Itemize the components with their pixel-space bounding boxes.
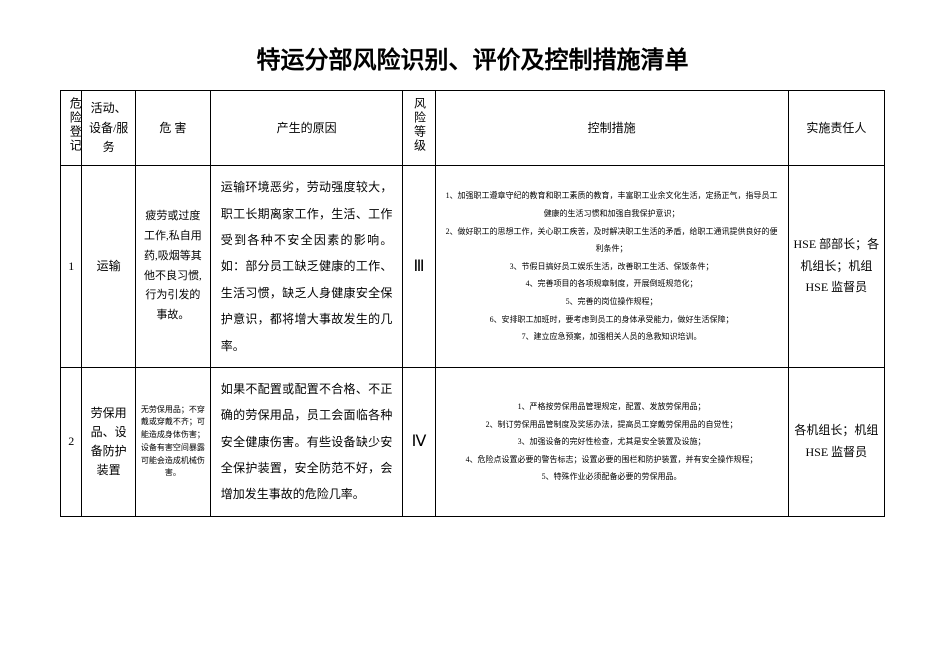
- control-item: 5、完善的岗位操作规程；: [444, 293, 780, 311]
- table-row: 1 运输 疲劳或过度工作,私自用药,吸烟等其他不良习惯,行为引发的事故。 运输环…: [61, 166, 885, 368]
- header-responsible: 实施责任人: [788, 91, 884, 166]
- document-title: 特运分部风险识别、评价及控制措施清单: [60, 40, 885, 75]
- cell-hazard: 无劳保用品；不穿戴或穿戴不齐；可能造成身体伤害；设备有害空间暴露可能会造成机械伤…: [135, 367, 210, 516]
- cell-id: 1: [61, 166, 82, 368]
- header-control: 控制措施: [435, 91, 788, 166]
- header-activity: 活动、设备/服务: [82, 91, 136, 166]
- control-item: 7、建立应急预案，加强相关人员的急救知识培训。: [444, 328, 780, 346]
- header-level: 风险等级: [403, 91, 435, 166]
- cell-control: 1、严格按劳保用品管理规定，配置、发放劳保用品； 2、制订劳保用品管制度及奖惩办…: [435, 367, 788, 516]
- control-item: 4、完善项目的各项规章制度，开展倒班规范化；: [444, 275, 780, 293]
- control-item: 2、制订劳保用品管制度及奖惩办法，提高员工穿戴劳保用品的自觉性；: [444, 416, 780, 434]
- header-row: 危险登记 活动、设备/服务 危 害 产生的原因 风险等级 控制措施 实施责任人: [61, 91, 885, 166]
- cell-responsible: HSE 部部长；各机组长；机组 HSE 监督员: [788, 166, 884, 368]
- header-id: 危险登记: [61, 91, 82, 166]
- cell-activity: 劳保用品、设备防护装置: [82, 367, 136, 516]
- risk-table: 危险登记 活动、设备/服务 危 害 产生的原因 风险等级 控制措施 实施责任人 …: [60, 90, 885, 517]
- control-item: 2、做好职工的思想工作，关心职工疾苦，及时解决职工生活的矛盾，给职工通讯提供良好…: [444, 223, 780, 258]
- control-item: 1、加强职工遵章守纪的教育和职工素质的教育，丰富职工业余文化生活，定扬正气，指导…: [444, 187, 780, 222]
- cell-id: 2: [61, 367, 82, 516]
- cell-cause: 如果不配置或配置不合格、不正确的劳保用品，员工会面临各种安全健康伤害。有些设备缺…: [210, 367, 403, 516]
- cell-responsible: 各机组长；机组 HSE 监督员: [788, 367, 884, 516]
- cell-activity: 运输: [82, 166, 136, 368]
- header-cause: 产生的原因: [210, 91, 403, 166]
- cell-hazard: 疲劳或过度工作,私自用药,吸烟等其他不良习惯,行为引发的事故。: [135, 166, 210, 368]
- control-item: 4、危险点设置必要的警告标志；设置必要的围栏和防护装置，并有安全操作规程；: [444, 451, 780, 469]
- control-item: 5、特殊作业必须配备必要的劳保用品。: [444, 468, 780, 486]
- header-hazard: 危 害: [135, 91, 210, 166]
- control-item: 3、加强设备的完好性检查，尤其是安全装置及设施；: [444, 433, 780, 451]
- control-item: 6、安排职工加班时，要考虑到员工的身体承受能力，做好生活保障；: [444, 311, 780, 329]
- cell-level: Ⅳ: [403, 367, 435, 516]
- cell-control: 1、加强职工遵章守纪的教育和职工素质的教育，丰富职工业余文化生活，定扬正气，指导…: [435, 166, 788, 368]
- control-item: 1、严格按劳保用品管理规定，配置、发放劳保用品；: [444, 398, 780, 416]
- cell-cause: 运输环境恶劣，劳动强度较大，职工长期离家工作，生活、工作受到各种不安全因素的影响…: [210, 166, 403, 368]
- cell-level: Ⅲ: [403, 166, 435, 368]
- table-row: 2 劳保用品、设备防护装置 无劳保用品；不穿戴或穿戴不齐；可能造成身体伤害；设备…: [61, 367, 885, 516]
- control-item: 3、节假日搞好员工娱乐生活，改善职工生活、保饭条件；: [444, 258, 780, 276]
